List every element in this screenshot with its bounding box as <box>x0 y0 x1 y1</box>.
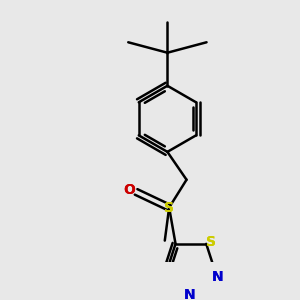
Text: N: N <box>212 270 223 284</box>
Text: O: O <box>123 183 135 197</box>
Text: O: O <box>123 183 135 197</box>
Text: N: N <box>212 270 223 284</box>
Text: N: N <box>183 288 195 300</box>
Text: S: S <box>164 200 174 214</box>
Text: S: S <box>206 235 216 249</box>
Text: O: O <box>123 183 135 197</box>
Text: S: S <box>206 235 216 249</box>
Text: S: S <box>164 200 174 214</box>
Text: S: S <box>206 235 216 249</box>
Text: S: S <box>164 200 174 214</box>
Text: N: N <box>183 288 195 300</box>
Text: N: N <box>212 270 223 284</box>
Text: N: N <box>183 288 195 300</box>
